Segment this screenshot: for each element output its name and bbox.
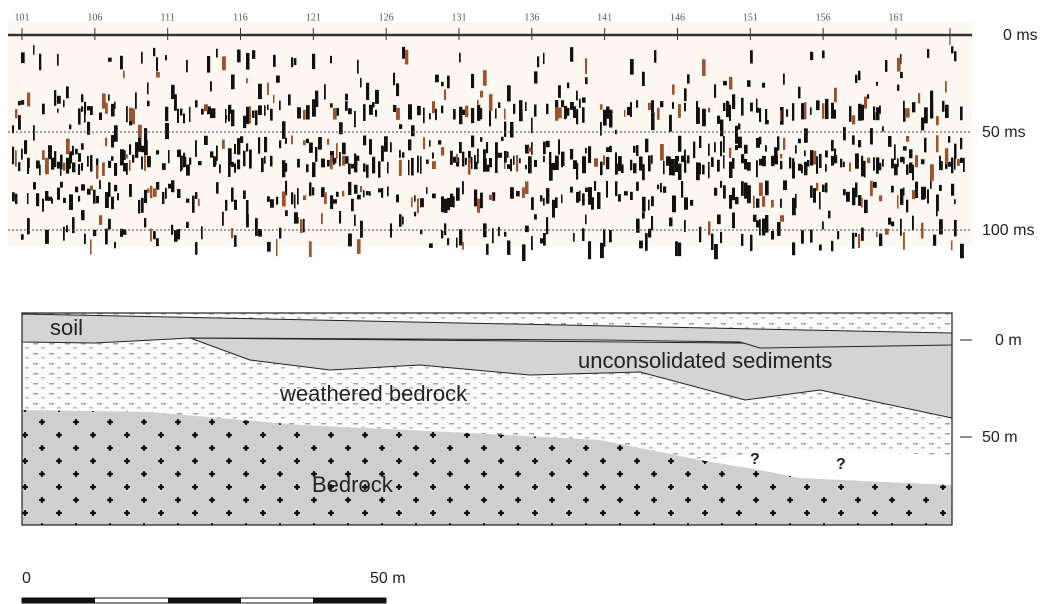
trace-label: 111 [161, 12, 175, 23]
scale-label: 50 m [370, 570, 406, 587]
trace-label: 106 [87, 12, 102, 23]
time-label: 100 ms [982, 222, 1034, 239]
trace-label: 101 [15, 12, 30, 23]
trace-label: 151 [743, 12, 758, 23]
depth-label: 0 m [995, 332, 1022, 349]
trace-label: 146 [670, 12, 685, 23]
trace-label: 141 [597, 12, 612, 23]
uncertain-mark: ? [836, 456, 846, 473]
layer-label: Bedrock [312, 472, 394, 497]
trace-label: 116 [233, 12, 248, 23]
trace-label: 156 [816, 12, 831, 23]
trace-label: 161 [889, 12, 904, 23]
scale-segment [22, 598, 95, 603]
scale-segment [313, 598, 386, 603]
radargram-reflections [12, 45, 965, 262]
depth-label: 50 m [982, 429, 1018, 446]
trace-label: 126 [379, 12, 394, 23]
section-frame [21, 312, 953, 526]
trace-label: 136 [524, 12, 539, 23]
time-label: 50 ms [982, 124, 1026, 141]
scale-label: 0 [22, 570, 31, 587]
uncertain-mark: ? [750, 451, 760, 468]
gap [700, 450, 952, 485]
bedrock-layer [22, 410, 952, 525]
layer-label: soil [50, 315, 83, 340]
reflection [12, 45, 965, 262]
trace-label: 131 [452, 12, 467, 23]
trace-label: 121 [306, 12, 321, 23]
layer-label: weathered bedrock [279, 381, 468, 406]
time-label: 0 ms [1003, 27, 1038, 44]
trace-axis: 101 106 111 116 121 126 131 136 141 146 151 156 161 [15, 12, 951, 45]
scale-segment [168, 598, 241, 603]
radargram-bg [8, 22, 972, 246]
layer-label: unconsolidated sediments [578, 348, 832, 373]
